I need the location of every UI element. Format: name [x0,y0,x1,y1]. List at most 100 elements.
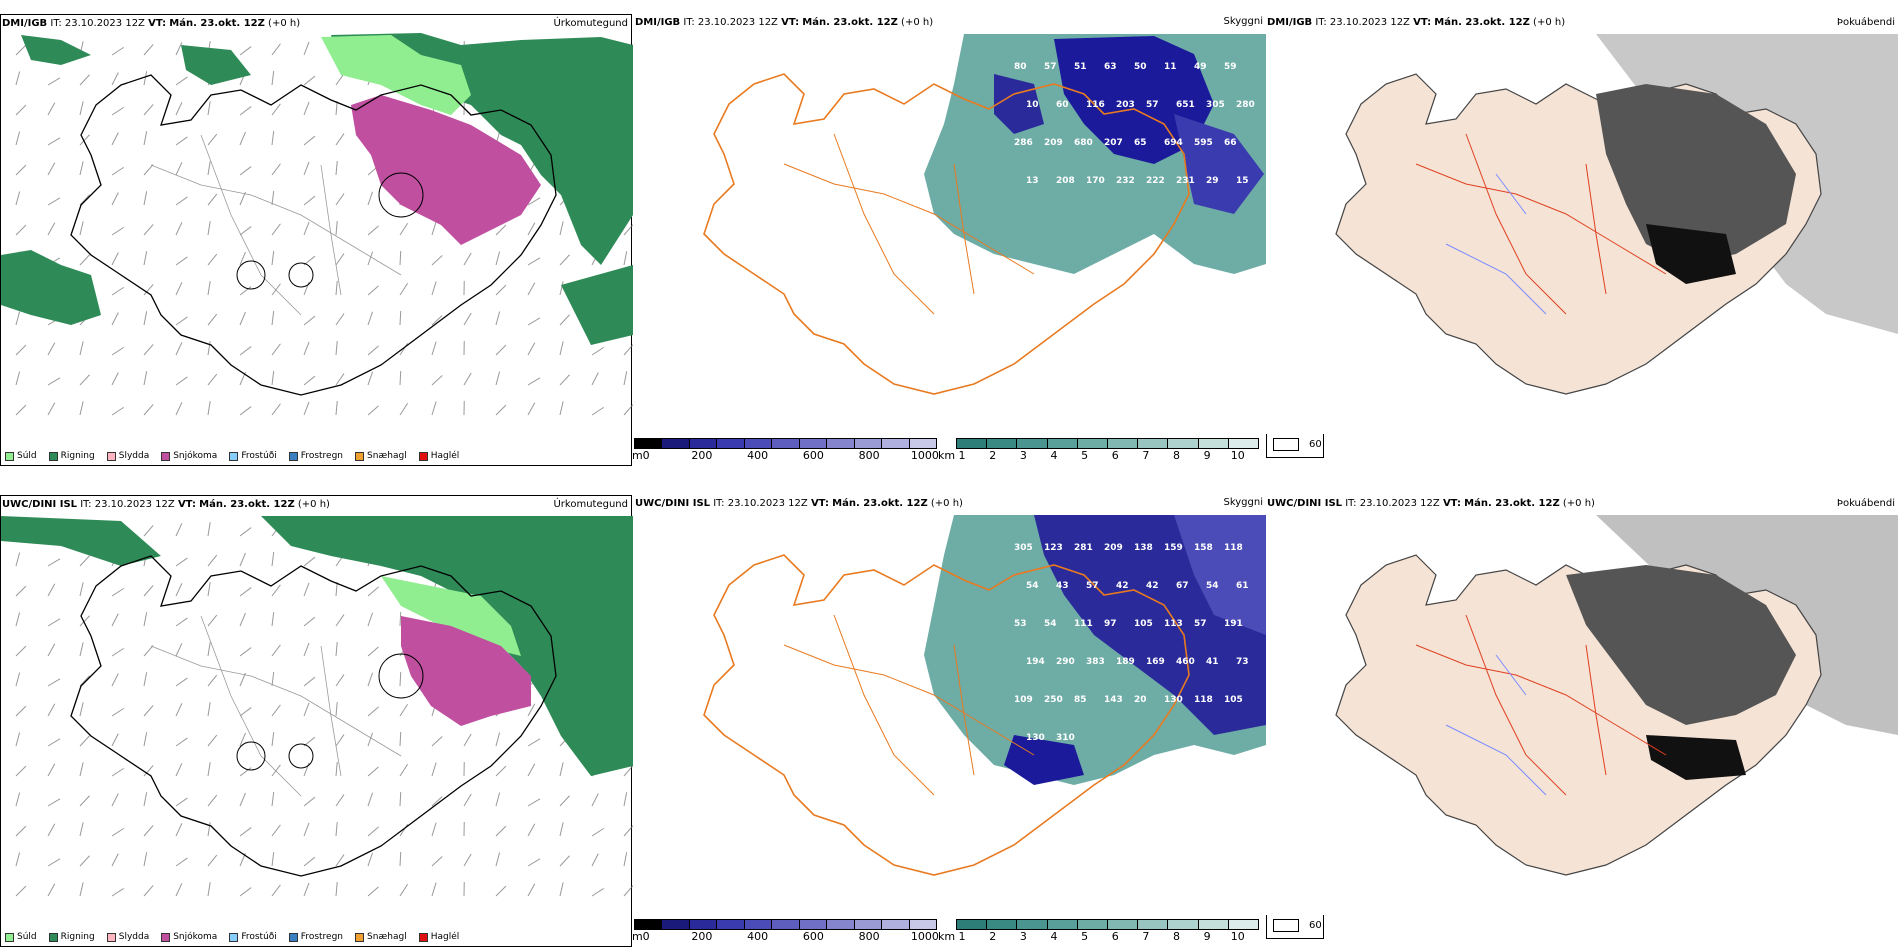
scale-tick: 4 [1050,449,1058,462]
scale-tick: 8 [1173,930,1181,943]
fog-map [1266,34,1898,434]
scale-box [909,439,936,448]
wind-barb [303,882,310,897]
map-value-label: 694 [1164,138,1183,148]
legend-item: Slydda [106,932,149,942]
fog-legend-row: 60 [1273,919,1323,932]
legend-swatch [355,932,365,942]
wind-barb [175,376,188,386]
wind-barb [335,193,345,206]
scale-tick: 200 [691,449,713,462]
wind-barb [271,792,275,807]
wind-barb [303,401,310,416]
wind-barb [271,103,281,116]
wind-barb [239,527,252,537]
fog-panel-bottom: UWC/DINI ISL IT: 23.10.2023 12Z VT: Mán.… [1266,495,1898,947]
wind-barb [15,612,21,627]
wind-barb [431,882,437,897]
map-value-label: 460 [1176,657,1195,667]
scale-box [772,920,800,929]
wind-barb [239,226,252,236]
wind-barb [271,704,281,717]
wind-barb [495,311,501,326]
wind-barb [175,883,183,897]
wind-barb [207,161,211,176]
wind-barb [271,251,275,266]
wind-barb [207,734,218,747]
map-value-label: 383 [1086,657,1105,667]
map-value-label: 290 [1056,657,1075,667]
scale-tick: 4 [1050,930,1058,943]
legend-item: Haglél [418,932,459,942]
wind-barb [207,554,218,567]
roads [783,614,1035,796]
variable-name: Skyggni [1223,497,1263,508]
wind-barb [79,161,84,176]
wind-barb [79,615,90,627]
wind-barb [399,310,402,326]
map-value-label: 250 [1044,695,1063,705]
scale-box [744,439,773,448]
glacier-outline [288,743,314,769]
wind-barb [175,42,183,56]
wind-barb [431,315,443,326]
wind-barb [239,286,252,296]
wind-barb [15,885,27,897]
wind-barb [559,855,570,867]
wind-barb [367,886,379,897]
wind-barb [591,793,599,807]
wind-barb [399,851,402,867]
wind-barb [175,643,183,657]
wind-barb [303,375,316,386]
wind-barb [559,341,564,356]
wind-barb [623,224,633,236]
wind-barb [47,798,61,807]
wind-barb [303,101,310,116]
glacier-outline [378,172,424,218]
wind-barb [79,642,84,657]
wind-barb [335,373,345,386]
wind-barb [239,827,252,837]
scale-tick: 200 [691,930,713,943]
map-value-label: 123 [1044,543,1063,553]
wind-barb [335,401,338,416]
wind-barb [175,316,188,326]
map-value-label: 80 [1014,62,1027,72]
wind-barb [431,856,443,867]
map-value-label: 54 [1044,619,1057,629]
wind-barb [431,736,443,747]
wind-barb [111,166,125,176]
fog-swatch [1273,438,1299,451]
visibility-panel-bottom: UWC/DINI ISL IT: 23.10.2023 12Z VT: Mán.… [632,495,1324,947]
panel-title: DMI/IGB IT: 23.10.2023 12Z VT: Mán. 23.o… [635,17,934,28]
unit: m [632,930,643,943]
wind-barb [15,645,27,657]
legend-label: Snæhagl [367,451,407,461]
wind-barb [303,582,310,597]
scale-tick: 400 [747,449,769,462]
wind-barb [15,191,21,206]
scale-tick: 800 [858,449,880,462]
wind-barb [495,284,507,296]
legend-swatch [5,932,14,942]
wind-barb [271,612,275,627]
wind-barb [335,101,338,116]
map-value-label: 158 [1194,543,1213,553]
map-value-label: 54 [1026,581,1039,591]
wind-barb [47,377,61,386]
map-value-label: 13 [1026,176,1039,186]
scale-tick: 7 [1142,449,1150,462]
wind-barb [111,372,119,386]
wind-barb [431,375,443,386]
scale-box [1108,920,1139,929]
map-value-label: 222 [1146,176,1165,186]
wind-barb [303,796,316,807]
wind-barb [559,374,570,386]
wind-barb [143,612,148,627]
wind-barb [239,251,246,266]
wind-barb [79,221,84,236]
visibility-panel-top: DMI/IGB IT: 23.10.2023 12Z VT: Mán. 23.o… [632,14,1324,466]
map-value-label: 209 [1044,138,1063,148]
wind-barb [559,401,564,416]
wind-barb [495,765,507,777]
